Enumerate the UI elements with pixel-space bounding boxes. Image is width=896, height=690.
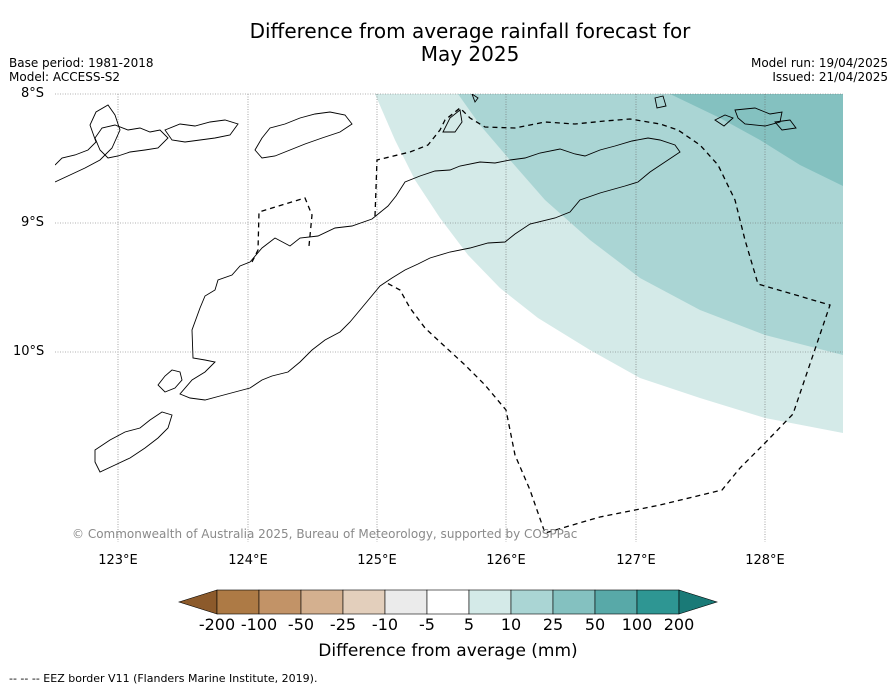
colorbar-tick-label: 100 bbox=[621, 615, 653, 634]
colorbar-tick-label: 25 bbox=[542, 615, 564, 634]
colorbar-segment bbox=[552, 589, 596, 615]
small-island-2 bbox=[654, 95, 667, 109]
eez-footnote: -- -- -- EEZ border V11 (Flanders Marine… bbox=[9, 672, 318, 685]
colorbar-tick-label: -100 bbox=[240, 615, 278, 634]
colorbar-tick-label: 5 bbox=[463, 615, 475, 634]
lon-label-125e: 125°E bbox=[357, 553, 397, 568]
colorbar-tick-label: 10 bbox=[500, 615, 522, 634]
model-name: Model: ACCESS-S2 bbox=[9, 70, 121, 84]
small-island-6 bbox=[471, 94, 479, 103]
lon-label-128e: 128°E bbox=[745, 553, 785, 568]
colorbar-tick-label: -25 bbox=[329, 615, 357, 634]
issued-date: Issued: 21/04/2025 bbox=[772, 70, 888, 84]
base-period: Base period: 1981-2018 bbox=[9, 56, 154, 70]
lon-label-124e: 124°E bbox=[228, 553, 268, 568]
colorbar bbox=[178, 589, 718, 615]
colorbar-tick-label: -50 bbox=[287, 615, 315, 634]
eez-oecusse bbox=[251, 197, 313, 263]
map-title: Difference from average rainfall forecas… bbox=[0, 20, 896, 66]
small-island-1 bbox=[442, 109, 463, 133]
rainfall-difference-bands bbox=[375, 94, 843, 433]
rote-island-coast bbox=[157, 369, 183, 393]
colorbar-segment bbox=[636, 589, 680, 615]
timor-island-coast bbox=[179, 137, 681, 401]
band-10-to-25 bbox=[458, 94, 843, 355]
lat-label-9s: 9°S bbox=[21, 215, 45, 230]
model-run: Model run: 19/04/2025 bbox=[750, 56, 888, 70]
graticule bbox=[55, 93, 843, 542]
colorbar-segment bbox=[300, 589, 344, 615]
eez-border bbox=[251, 107, 831, 534]
colorbar-segment bbox=[510, 589, 554, 615]
colorbar-segment bbox=[594, 589, 638, 615]
colorbar-tick-label: -5 bbox=[419, 615, 435, 634]
small-island-4 bbox=[774, 119, 797, 131]
colorbar-segment bbox=[384, 589, 428, 615]
colorbar-tick-label: 50 bbox=[584, 615, 606, 634]
eez-north bbox=[374, 107, 831, 534]
colorbar-tick-label: -10 bbox=[371, 615, 399, 634]
lon-label-123e: 123°E bbox=[98, 553, 138, 568]
alor-island-coast bbox=[94, 124, 169, 159]
small-island-5 bbox=[714, 114, 734, 127]
wetar-island-coast bbox=[254, 111, 353, 159]
small-island-3 bbox=[734, 107, 783, 127]
colorbar-segment bbox=[216, 589, 260, 615]
colorbar-tick-label: -200 bbox=[198, 615, 236, 634]
coastlines bbox=[55, 94, 797, 473]
lat-label-10s: 10°S bbox=[13, 344, 45, 359]
flores-east-coast bbox=[55, 104, 121, 183]
band-25-to-50 bbox=[670, 94, 843, 186]
colorbar-segment bbox=[468, 589, 512, 615]
colorbar-tick-label: 200 bbox=[663, 615, 695, 634]
colorbar-extend-low bbox=[178, 589, 218, 615]
colorbar-extend-high bbox=[678, 589, 718, 615]
title-line-1: Difference from average rainfall forecas… bbox=[249, 19, 691, 43]
meta-left: Base period: 1981-2018 Model: ACCESS-S2 bbox=[9, 56, 154, 84]
pantar-island-coast bbox=[164, 119, 239, 143]
meta-right: Model run: 19/04/2025 Issued: 21/04/2025 bbox=[751, 56, 888, 84]
colorbar-segment bbox=[258, 589, 302, 615]
title-line-2: May 2025 bbox=[420, 42, 520, 66]
sumba-east-coast bbox=[94, 411, 173, 473]
copyright-notice: © Commonwealth of Australia 2025, Bureau… bbox=[72, 527, 578, 541]
lat-label-8s: 8°S bbox=[21, 86, 45, 101]
colorbar-segment bbox=[342, 589, 386, 615]
lon-label-126e: 126°E bbox=[486, 553, 526, 568]
lon-label-127e: 127°E bbox=[616, 553, 656, 568]
colorbar-segment bbox=[426, 589, 470, 615]
colorbar-title: Difference from average (mm) bbox=[318, 641, 578, 661]
